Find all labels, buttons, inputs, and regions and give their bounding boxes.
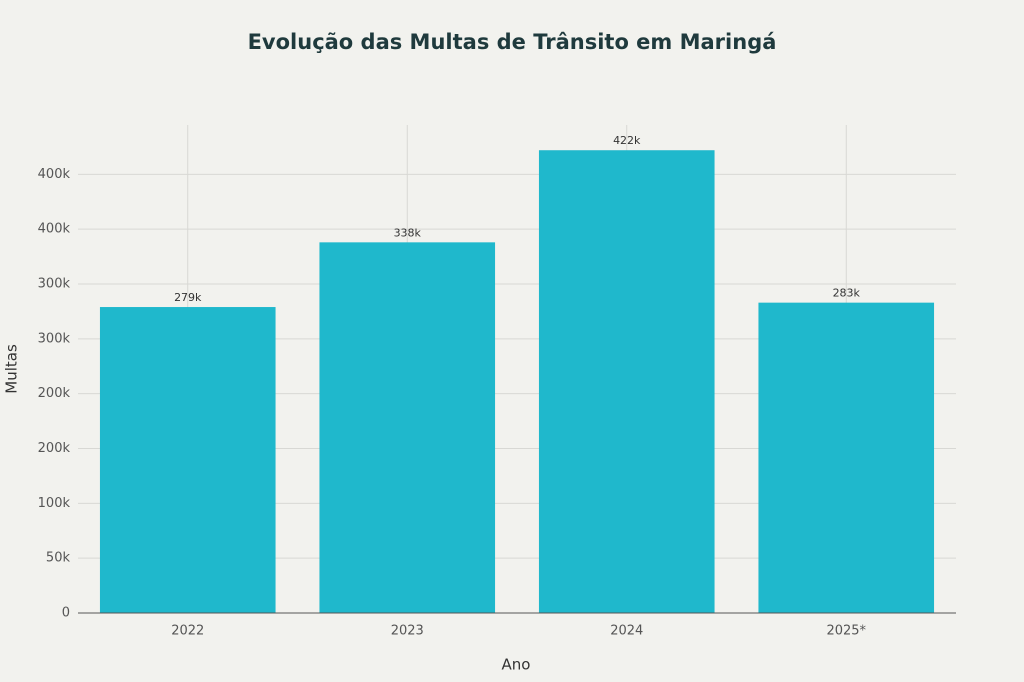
x-tick-label: 2025* — [826, 624, 866, 639]
y-tick-label: 200k — [38, 441, 71, 456]
x-tick-label: 2023 — [391, 624, 424, 639]
y-tick-label: 50k — [46, 551, 71, 566]
bar — [99, 307, 276, 613]
y-tick-label: 300k — [38, 277, 71, 292]
bar — [758, 302, 935, 613]
value-label: 338k — [394, 226, 422, 239]
value-label: 283k — [833, 287, 861, 300]
value-label: 422k — [613, 134, 641, 147]
y-tick-label: 0 — [62, 606, 70, 621]
bar — [538, 150, 715, 613]
y-tick-label: 100k — [38, 496, 71, 511]
y-tick-label: 200k — [38, 386, 71, 401]
y-axis-title: Multas — [3, 344, 21, 394]
bar — [319, 242, 496, 613]
y-tick-label: 300k — [38, 331, 71, 346]
value-label: 279k — [174, 291, 202, 304]
x-tick-label: 2022 — [171, 624, 204, 639]
chart-title: Evolução das Multas de Trânsito em Marin… — [248, 30, 777, 54]
y-tick-label: 400k — [38, 222, 71, 237]
y-tick-label: 400k — [38, 167, 71, 182]
x-axis-title: Ano — [502, 656, 531, 674]
x-tick-label: 2024 — [610, 624, 643, 639]
